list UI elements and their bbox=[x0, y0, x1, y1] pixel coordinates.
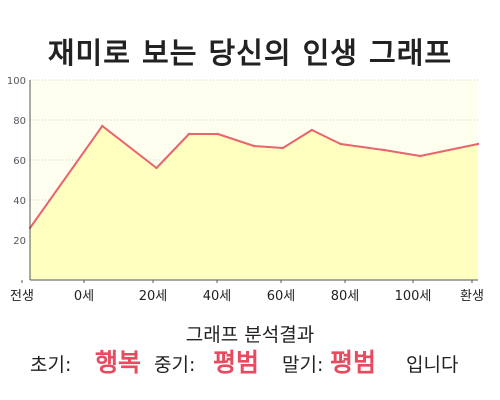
middle-value: 평범 bbox=[213, 348, 260, 377]
data-point-8 bbox=[339, 142, 342, 146]
early-value: 행복 bbox=[95, 348, 142, 377]
y-tick-label-20: 20 bbox=[13, 236, 26, 247]
late-label: 말기: bbox=[282, 354, 324, 376]
result-suffix: 입니다 bbox=[406, 354, 459, 376]
data-point-3 bbox=[187, 132, 191, 136]
data-point-5 bbox=[252, 144, 256, 148]
data-point-11 bbox=[476, 142, 480, 146]
x-tick-label-6: 100세 bbox=[395, 289, 432, 304]
x-tick-label-1: 0세 bbox=[74, 289, 94, 304]
data-point-7 bbox=[310, 128, 314, 132]
data-point-6 bbox=[281, 146, 285, 150]
result-heading: 그래프 분석결과 bbox=[185, 324, 315, 346]
data-point-1 bbox=[101, 124, 104, 128]
x-tick-label-7: 환생 bbox=[460, 289, 484, 304]
x-tick-label-5: 80세 bbox=[331, 289, 360, 304]
x-tick-label-0: 전생 bbox=[10, 289, 34, 304]
x-tick-label-3: 40세 bbox=[203, 289, 232, 304]
y-tick-label-40: 40 bbox=[13, 196, 26, 207]
middle-label: 중기: bbox=[154, 354, 196, 376]
early-label: 초기: bbox=[30, 354, 72, 376]
data-point-9 bbox=[382, 148, 386, 152]
data-point-2 bbox=[155, 166, 158, 170]
data-point-10 bbox=[418, 154, 422, 158]
area-fill bbox=[30, 126, 478, 280]
y-tick-label-100: 100 bbox=[7, 76, 26, 87]
x-tick-label-2: 20세 bbox=[139, 289, 168, 304]
x-tick-label-4: 60세 bbox=[267, 289, 296, 304]
late-value: 평범 bbox=[330, 348, 377, 377]
data-point-4 bbox=[216, 132, 220, 136]
life-line bbox=[29, 125, 479, 229]
result-summary: 초기: 행복 중기: 평범 말기: 평범 입니다 bbox=[0, 346, 500, 386]
y-tick-label-80: 80 bbox=[13, 116, 26, 127]
y-tick-label-60: 60 bbox=[13, 156, 26, 167]
chart-title: 재미로 보는 당신의 인생 그래프 bbox=[47, 36, 453, 70]
